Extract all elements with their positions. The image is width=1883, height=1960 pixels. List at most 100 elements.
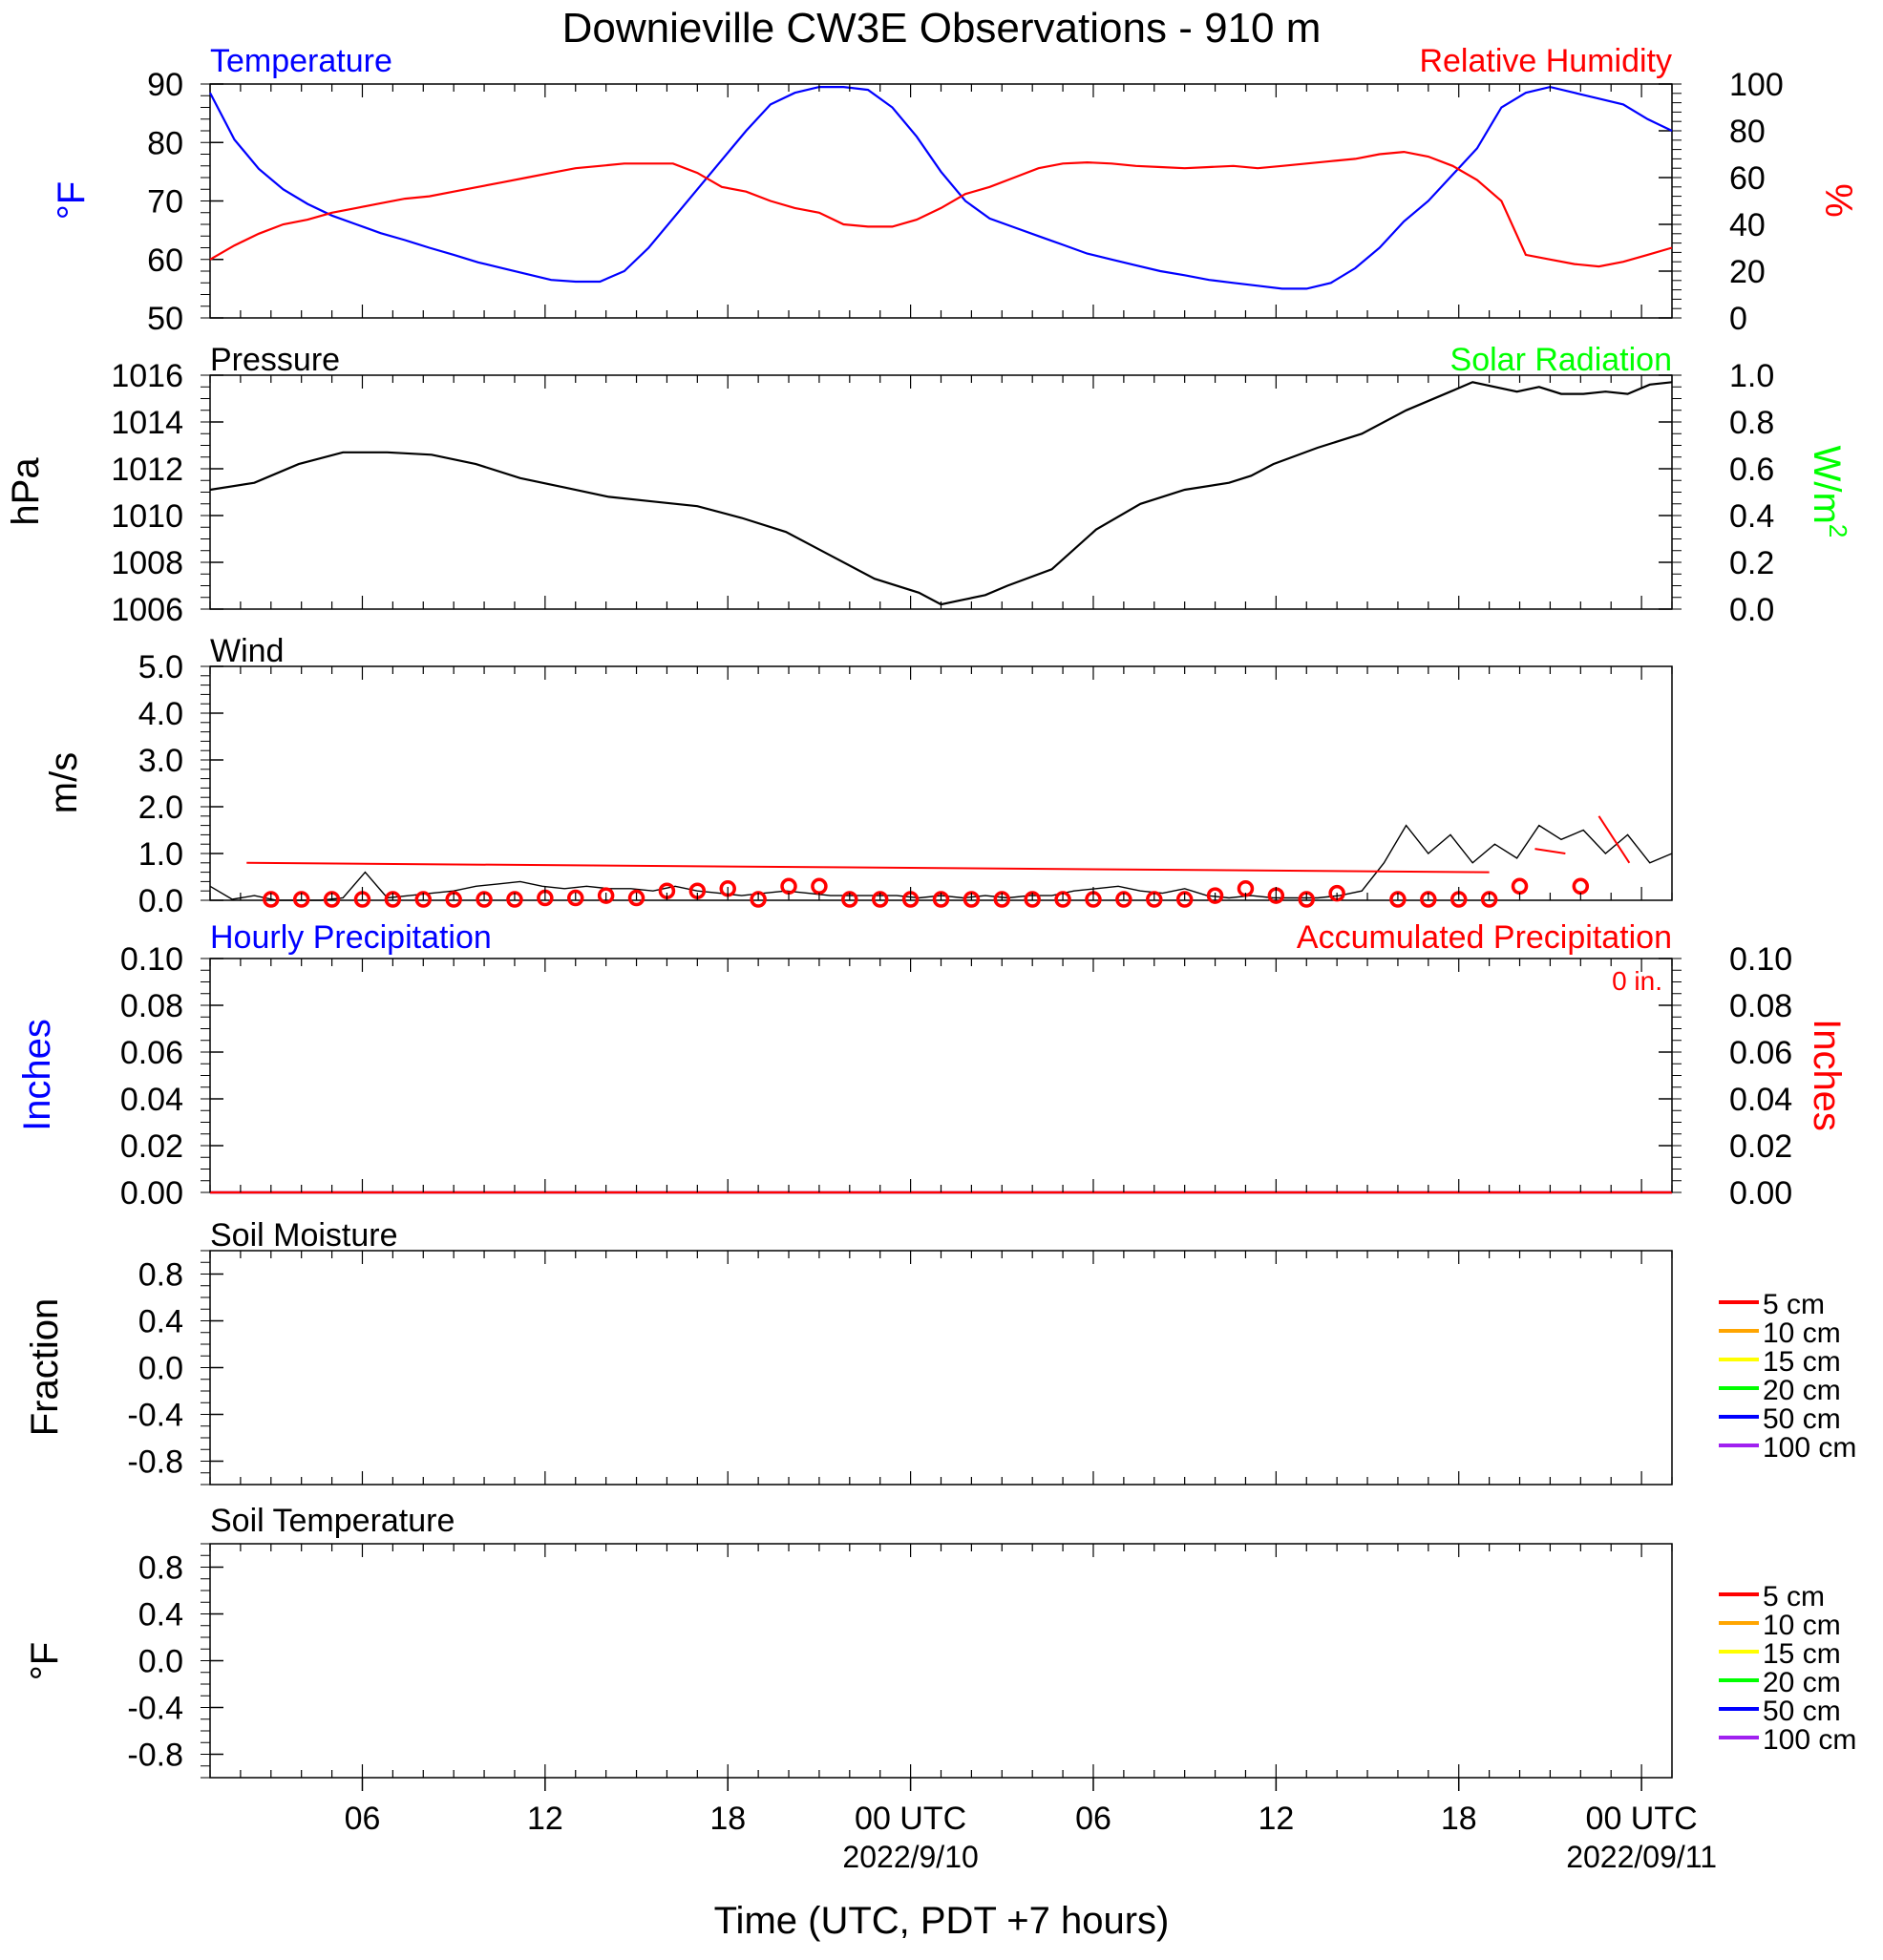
left-tick-label: 80 [147,125,183,161]
legend-label: 100 cm [1763,1724,1856,1756]
right-tick-label: 40 [1729,207,1766,243]
x-date-label: 2022/9/10 [842,1840,978,1874]
wind-y-axis: 0.0 1.0 2.0 3.0 4.0 5.0 [138,649,223,919]
left-tick-label: 0.0 [138,1351,183,1387]
x-tick-label: 06 [345,1801,381,1837]
left-tick-label: 70 [147,184,183,221]
legend-label: 5 cm [1763,1289,1825,1320]
left-tick-label: 50 [147,301,183,337]
wind-direction-barb [1597,815,1631,864]
soil-temperature-unit-label: °F [24,1642,66,1680]
temperature-series-layer [209,85,1673,290]
pressure-y-axis: 1006 1008 1010 1012 1014 1016 [111,358,223,628]
wind-hourly-marker [1572,877,1590,896]
temperature-y-axis: 50 60 70 80 90 [147,67,223,337]
left-tick-label: 1.0 [138,836,183,873]
soil-temperature-panel: Soil Temperature °F -0.8 -0.4 0.0 0.4 0.8 5 … [24,1503,1856,1779]
chart-title: Downieville CW3E Observations - 910 m [562,5,1322,52]
soil-temperature-title: Soil Temperature [210,1503,455,1539]
wind-hourly-marker [627,889,645,907]
x-date-label: 2022/09/11 [1566,1840,1717,1874]
left-tick-label: 0.06 [120,1035,183,1071]
x-tick-label: 18 [1441,1801,1477,1837]
soil-moisture-panel: Soil Moisture Fraction -0.8 -0.4 0.0 0.4 0.8… [24,1217,1856,1486]
left-tick-label: 1016 [111,358,183,394]
left-tick-label: -0.8 [127,1738,183,1774]
right-tick-label: 0.06 [1729,1035,1792,1071]
right-tick-label: 1.0 [1729,358,1774,394]
legend-label: 10 cm [1763,1610,1841,1641]
hourly-precip-y-axis: 0.00 0.02 0.04 0.06 0.08 0.10 [120,941,223,1212]
legend-label: 100 cm [1763,1432,1856,1464]
temperature-unit-label: °F [51,181,93,220]
legend-label: 15 cm [1763,1638,1841,1670]
left-tick-label: 0.8 [138,1257,183,1294]
wind-plot-frame [209,665,1673,901]
accumulated-precip-title: Accumulated Precipitation [1297,919,1672,956]
left-tick-label: 0.0 [138,883,183,919]
x-tick-label: 12 [527,1801,563,1837]
pressure-panel: Pressure Solar Radiation hPa W/m2 100610… [5,342,1852,628]
left-tick-label: 0.0 [138,1644,183,1680]
left-tick-label: 0.04 [120,1082,183,1118]
legend-label: 50 cm [1763,1696,1841,1727]
left-tick-label: 0.08 [120,988,183,1024]
left-tick-label: -0.8 [127,1444,183,1481]
legend-label: 50 cm [1763,1403,1841,1435]
right-tick-label: 60 [1729,160,1766,197]
right-tick-label: 80 [1729,114,1766,150]
precip-total-label: 0 in. [1612,966,1662,996]
left-tick-label: 3.0 [138,743,183,779]
legend-label: 20 cm [1763,1667,1841,1698]
left-tick-label: 0.02 [120,1128,183,1165]
left-tick-label: 1006 [111,592,183,628]
legend-label: 10 cm [1763,1317,1841,1349]
solar-radiation-title: Solar Radiation [1450,342,1672,378]
right-tick-label: 0 [1729,301,1747,337]
left-tick-label: 1008 [111,545,183,581]
pressure-title: Pressure [210,342,340,378]
x-tick-label: 00 UTC [1586,1801,1698,1837]
right-tick-label: 0.2 [1729,545,1774,581]
soil-moisture-plot-frame [209,1250,1673,1486]
wind-unit-label: m/s [43,752,85,813]
temperature-plot-frame [209,83,1673,319]
soil-temperature-y-axis: -0.8 -0.4 0.0 0.4 0.8 [127,1543,223,1779]
x-tick-label: 18 [709,1801,746,1837]
relative-humidity-line [209,150,1673,268]
left-tick-label: -0.4 [127,1691,183,1727]
accumulated-precip-unit-label: Inches [1806,1019,1848,1131]
x-tick-label: 00 UTC [855,1801,966,1837]
soil-moisture-y-axis: -0.8 -0.4 0.0 0.4 0.8 [127,1250,223,1486]
right-tick-label: 0.4 [1729,498,1774,535]
legend-label: 20 cm [1763,1375,1841,1406]
right-tick-label: 0.10 [1729,941,1792,978]
relative-humidity-title: Relative Humidity [1419,43,1672,79]
wind-hourly-marker [597,887,615,904]
left-tick-label: -0.4 [127,1398,183,1434]
wind-panel: Wind m/s 0.0 1.0 2.0 3.0 4.0 5.0 [43,633,1673,919]
right-tick-label: 0.04 [1729,1082,1792,1118]
right-tick-label: 0.0 [1729,592,1774,628]
relative-humidity-unit-label: % [1817,183,1859,218]
precip-plot-frame [209,958,1673,1193]
wind-hourly-marker [1206,887,1224,904]
wind-direction-barb [1534,848,1566,854]
temperature-line [209,85,1673,290]
legend-label: 15 cm [1763,1346,1841,1378]
wind-hourly-marker [567,889,584,907]
solar-unit-base: W/m [1806,446,1848,524]
right-tick-label: 0.8 [1729,405,1774,441]
right-tick-label: 0.00 [1729,1175,1792,1212]
soil-temperature-plot-frame [209,1543,1673,1779]
left-tick-label: 0.4 [138,1304,183,1340]
left-tick-label: 1012 [111,452,183,488]
wind-hourly-marker [1511,877,1529,896]
left-tick-label: 5.0 [138,649,183,685]
right-tick-label: 20 [1729,254,1766,290]
left-tick-label: 1014 [111,405,183,441]
soil-moisture-title: Soil Moisture [210,1217,398,1254]
right-tick-label: 100 [1729,67,1784,103]
